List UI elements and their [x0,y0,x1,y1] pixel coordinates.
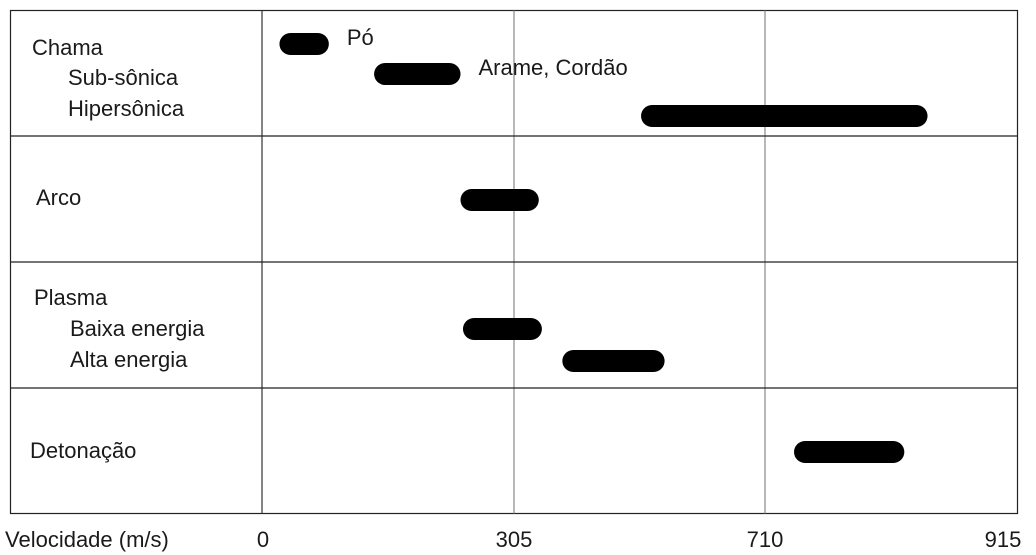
bar-label-po: Pó [347,25,374,50]
row-label-sub-sonica: Sub-sônica [68,65,179,90]
x-tick-label: 710 [747,527,784,552]
row-label-baixa-energia: Baixa energia [70,316,205,341]
group-label-arco: Arco [36,185,81,210]
x-tick-label: 305 [496,527,533,552]
x-axis-label: Velocidade (m/s) [5,527,169,552]
row-label-hipersonica: Hipersônica [68,96,185,121]
bar-label-arame-cordao: Arame, Cordão [479,55,628,80]
x-tick-label: 915 [985,527,1022,552]
x-tick-label: 0 [257,527,269,552]
group-label-detonacao: Detonação [30,438,136,463]
group-label-chama: Chama [32,35,104,60]
row-label-alta-energia: Alta energia [70,347,188,372]
group-label-plasma: Plasma [34,285,108,310]
